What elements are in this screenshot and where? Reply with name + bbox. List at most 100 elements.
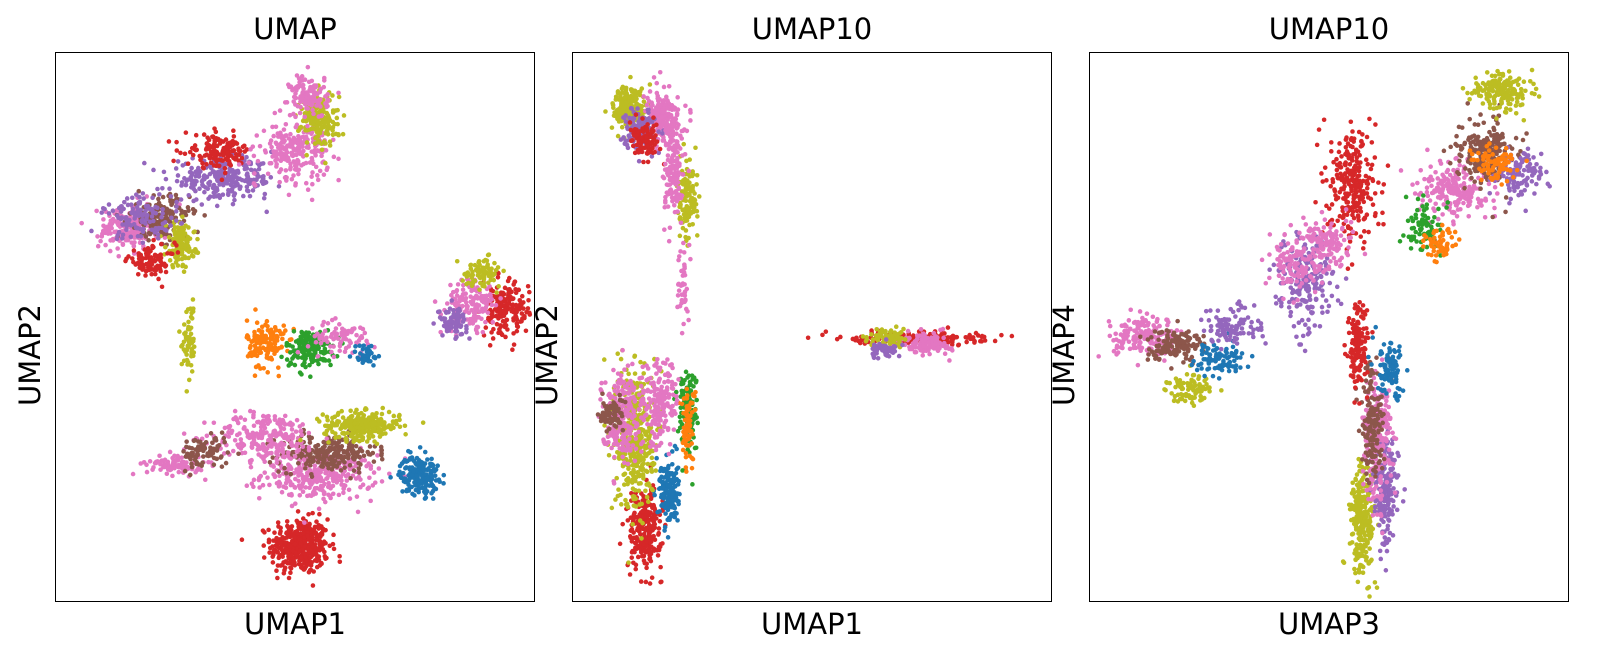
scatter-point bbox=[300, 349, 306, 355]
scatter-point bbox=[665, 502, 671, 507]
scatter-point bbox=[670, 505, 676, 510]
scatter-point bbox=[174, 204, 179, 209]
scatter-point bbox=[260, 345, 266, 351]
scatter-point bbox=[291, 348, 296, 354]
scatter-point bbox=[147, 459, 153, 464]
scatter-point bbox=[305, 477, 311, 483]
scatter-point bbox=[283, 559, 288, 564]
scatter-point bbox=[341, 113, 347, 118]
scatter-point bbox=[649, 544, 654, 549]
scatter-point bbox=[441, 472, 447, 478]
scatter-point bbox=[155, 186, 160, 192]
scatter-point bbox=[195, 236, 200, 242]
scatter-point bbox=[517, 302, 523, 307]
scatter-point bbox=[334, 441, 340, 447]
scatter-point bbox=[146, 230, 152, 236]
scatter-point bbox=[490, 273, 496, 278]
scatter-point bbox=[460, 319, 466, 324]
scatter-point bbox=[314, 524, 320, 530]
scatter-point bbox=[208, 431, 214, 436]
scatter-point bbox=[280, 336, 285, 342]
point-cluster bbox=[454, 252, 506, 295]
scatter-point bbox=[264, 446, 270, 451]
scatter-point bbox=[299, 74, 305, 79]
scatter-point bbox=[175, 263, 181, 268]
scatter-point bbox=[391, 413, 397, 419]
scatter-point bbox=[296, 167, 302, 173]
scatter-point bbox=[272, 325, 278, 330]
umap-panel-1: UMAP UMAP2 UMAP1 bbox=[0, 0, 540, 658]
scatter-point bbox=[166, 235, 172, 240]
scatter-point bbox=[255, 158, 261, 164]
scatter-point bbox=[494, 290, 499, 295]
scatter-point bbox=[256, 444, 261, 450]
scatter-point bbox=[379, 411, 385, 417]
scatter-point bbox=[201, 173, 207, 178]
scatter-point bbox=[324, 462, 330, 468]
scatter-point bbox=[299, 372, 304, 377]
scatter-point bbox=[299, 96, 305, 101]
scatter-point bbox=[647, 523, 653, 529]
scatter-point bbox=[189, 249, 195, 254]
scatter-point bbox=[454, 289, 459, 294]
scatter-point bbox=[291, 135, 297, 141]
scatter-point bbox=[175, 173, 181, 178]
scatter-point bbox=[102, 206, 107, 212]
scatter-point bbox=[458, 332, 463, 337]
scatter-point bbox=[265, 171, 271, 177]
scatter-point bbox=[466, 310, 472, 316]
scatter-point bbox=[620, 521, 625, 527]
scatter-point bbox=[303, 180, 309, 186]
scatter-point bbox=[513, 290, 519, 296]
scatter-point bbox=[307, 485, 312, 491]
scatter-point bbox=[281, 454, 286, 459]
scatter-point bbox=[302, 77, 308, 82]
scatter-point bbox=[495, 274, 501, 280]
scatter-point bbox=[261, 430, 267, 436]
scatter-point bbox=[278, 331, 284, 337]
scatter-point bbox=[348, 433, 354, 439]
scatter-point bbox=[476, 314, 482, 320]
scatter-point bbox=[647, 539, 653, 545]
scatter-point bbox=[356, 460, 361, 466]
scatter-point bbox=[226, 430, 231, 435]
scatter-point bbox=[337, 348, 343, 354]
scatter-point bbox=[478, 275, 483, 281]
scatter-point bbox=[319, 532, 325, 537]
scatter-point bbox=[483, 305, 489, 310]
scatter-point bbox=[257, 485, 262, 490]
scatter-point bbox=[290, 548, 296, 554]
scatter-point bbox=[271, 133, 276, 139]
scatter-point bbox=[280, 449, 286, 455]
scatter-point bbox=[441, 481, 446, 486]
scatter-point bbox=[615, 351, 621, 356]
scatter-point bbox=[179, 248, 184, 254]
scatter-point bbox=[279, 354, 284, 360]
scatter-point bbox=[633, 562, 639, 568]
scatter-point bbox=[353, 344, 358, 349]
scatter-point bbox=[190, 152, 196, 158]
scatter-point bbox=[494, 321, 500, 327]
scatter-point bbox=[136, 251, 142, 256]
scatter-point bbox=[265, 421, 271, 427]
scatter-point bbox=[335, 107, 340, 113]
scatter-point bbox=[213, 186, 218, 191]
scatter-point bbox=[300, 422, 305, 427]
scatter-point bbox=[299, 555, 304, 560]
scatter-point bbox=[294, 152, 299, 158]
scatter-point bbox=[281, 426, 287, 432]
scatter-point bbox=[398, 475, 404, 480]
scatter-point bbox=[642, 535, 648, 540]
scatter-point bbox=[134, 204, 140, 210]
scatter-point bbox=[251, 423, 257, 429]
scatter-point bbox=[129, 240, 135, 245]
scatter-point bbox=[291, 147, 297, 152]
scatter-point bbox=[367, 475, 372, 481]
scatter-point bbox=[189, 369, 195, 374]
scatter-point bbox=[493, 267, 499, 273]
scatter-point bbox=[309, 197, 315, 203]
scatter-point bbox=[397, 424, 403, 430]
scatter-point bbox=[211, 182, 217, 188]
scatter-point bbox=[284, 519, 290, 524]
scatter-point bbox=[652, 525, 658, 531]
